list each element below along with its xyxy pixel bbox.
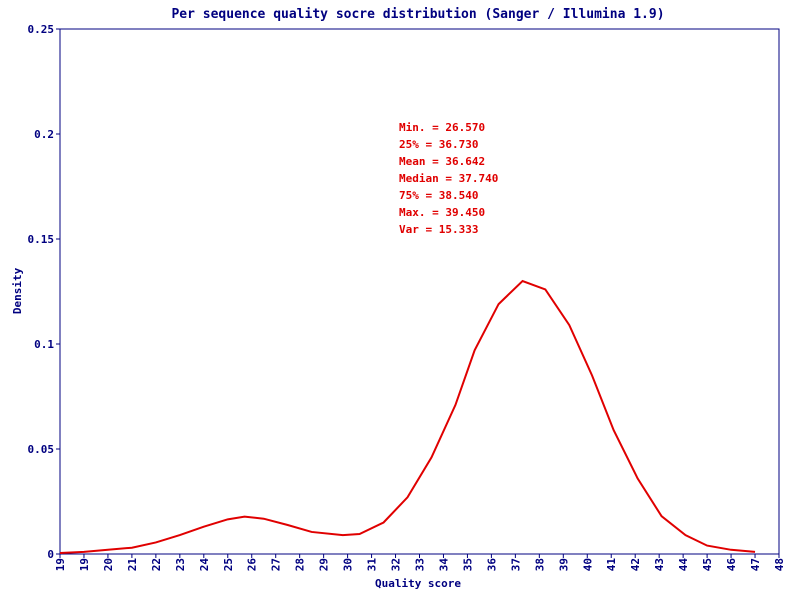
x-tick-label: 28 <box>294 558 307 571</box>
x-tick-label: 26 <box>246 558 259 572</box>
x-tick-label: 43 <box>653 558 666 571</box>
y-tick-label: 0.05 <box>28 443 55 456</box>
x-tick-label: 27 <box>270 558 283 571</box>
stat-annotation: Mean = 36.642 <box>399 155 485 168</box>
x-tick-label: 42 <box>629 558 642 571</box>
x-tick-label: 48 <box>773 558 786 571</box>
x-tick-label: 19 <box>54 558 67 571</box>
x-tick-label: 44 <box>677 558 690 572</box>
x-tick-label: 33 <box>414 558 427 571</box>
y-tick-label: 0.1 <box>34 338 54 351</box>
x-tick-label: 31 <box>366 558 379 572</box>
x-tick-label: 22 <box>150 558 163 571</box>
x-tick-label: 34 <box>437 558 450 572</box>
x-tick-label: 46 <box>725 558 738 572</box>
chart-title: Per sequence quality socre distribution … <box>171 7 664 22</box>
x-tick-label: 40 <box>581 558 594 571</box>
x-tick-label: 23 <box>174 558 187 571</box>
stat-annotation: Median = 37.740 <box>399 172 498 185</box>
x-tick-label: 35 <box>461 558 474 571</box>
stat-annotation: 25% = 36.730 <box>399 138 478 151</box>
x-tick-label: 32 <box>390 558 403 571</box>
y-tick-label: 0.15 <box>28 233 55 246</box>
x-tick-label: 41 <box>605 558 618 572</box>
x-tick-label: 39 <box>557 558 570 571</box>
x-tick-label: 25 <box>222 558 235 571</box>
stat-annotation: 75% = 38.540 <box>399 189 478 202</box>
x-tick-label: 20 <box>102 558 115 571</box>
x-tick-label: 19 <box>78 558 91 571</box>
stat-annotation: Var = 15.333 <box>399 223 478 236</box>
x-tick-label: 45 <box>701 558 714 571</box>
y-tick-label: 0 <box>47 548 54 561</box>
stat-annotation: Min. = 26.570 <box>399 121 485 134</box>
stat-annotation: Max. = 39.450 <box>399 206 485 219</box>
density-line <box>59 279 756 554</box>
x-tick-label: 38 <box>533 558 546 571</box>
y-tick-label: 0.2 <box>34 128 54 141</box>
x-tick-label: 36 <box>485 558 498 572</box>
y-axis-label: Density <box>11 267 24 314</box>
x-tick-label: 29 <box>318 558 331 571</box>
x-tick-label: 47 <box>749 558 762 571</box>
x-tick-label: 37 <box>509 558 522 571</box>
x-tick-label: 21 <box>126 558 139 572</box>
x-axis-label: Quality score <box>375 577 461 590</box>
x-tick-label: 30 <box>342 558 355 571</box>
plot-frame <box>59 28 780 555</box>
x-tick-label: 24 <box>198 558 211 572</box>
y-tick-label: 0.25 <box>28 23 55 36</box>
